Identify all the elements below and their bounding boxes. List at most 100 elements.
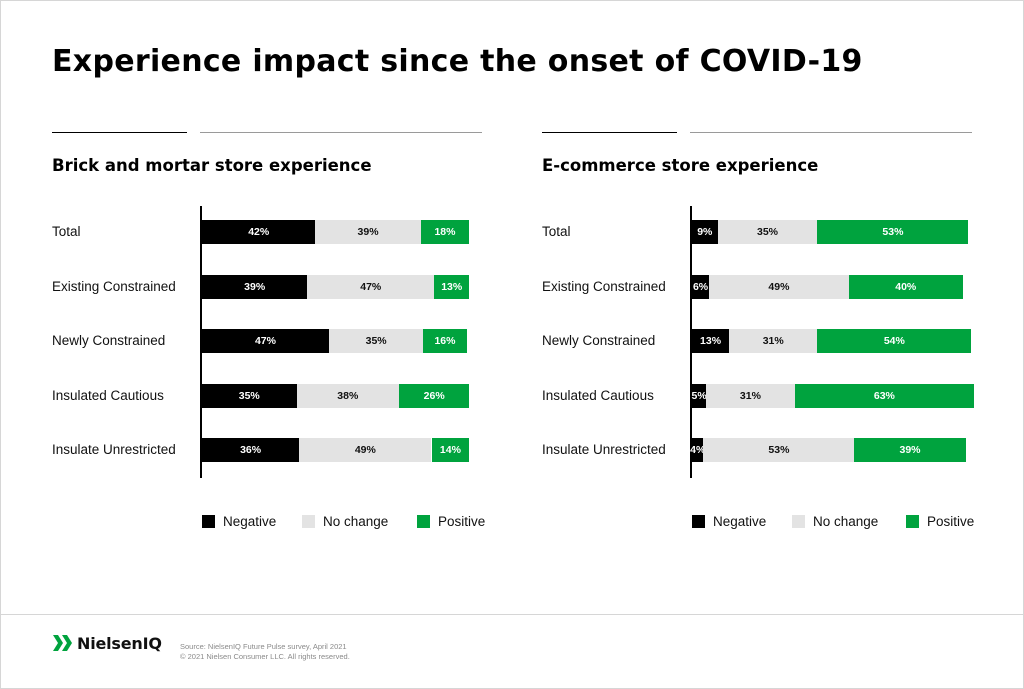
category-label-insulate-unrestricted: Insulate Unrestricted [52,442,176,457]
legend-item-negative: Negative [202,514,276,529]
data-label: 26% [423,390,445,402]
bar-no-change-insulated-cautious: 31% [706,384,795,408]
panel-right-rule-short [542,132,677,133]
logo-wordmark: NielsenIQ [77,633,162,653]
legend-item-positive: Positive [417,514,485,529]
bar-negative-newly-constrained: 47% [202,329,329,353]
panel-title-ecommerce: E-commerce store experience [542,156,819,175]
bar-no-change-insulate-unrestricted: 49% [299,438,432,462]
chart-axis-brick-mortar [200,206,202,478]
bar-no-change-existing-constrained: 49% [709,275,849,299]
bar-positive-total: 53% [817,220,969,244]
panel-left-rule-short [52,132,187,133]
data-label: 47% [360,281,382,293]
data-label: 42% [248,226,270,238]
legend-item-negative: Negative [692,514,766,529]
data-label: 39% [244,281,266,293]
data-label: 4% [690,444,706,456]
data-label: 31% [762,335,784,347]
footer-divider [1,614,1023,615]
category-label-newly-constrained: Newly Constrained [52,333,166,348]
bar-positive-newly-constrained: 54% [817,329,972,353]
data-label: 40% [895,281,917,293]
data-label: 54% [883,335,905,347]
data-label: 39% [357,226,379,238]
legend-item-no-change: No change [792,514,878,529]
category-label-insulated-cautious: Insulated Cautious [52,388,164,403]
category-label-existing-constrained: Existing Constrained [542,279,666,294]
data-label: 53% [882,226,904,238]
bar-positive-insulate-unrestricted: 14% [431,438,470,462]
data-label: 5% [691,390,707,402]
bar-positive-total: 18% [420,220,470,244]
legend-swatch-no-change [792,515,805,528]
source-note: Source: NielsenIQ Future Pulse survey, A… [180,642,350,662]
panel-left-rule-long [200,132,482,133]
page-title: Experience impact since the onset of COV… [52,44,863,79]
chart-axis-ecommerce [690,206,692,478]
data-label: 9% [697,226,713,238]
data-label: 14% [439,444,461,456]
data-label: 18% [434,226,456,238]
source-line: Source: NielsenIQ Future Pulse survey, A… [180,642,347,651]
bar-positive-newly-constrained: 16% [423,329,467,353]
legend-swatch-negative [202,515,215,528]
bar-no-change-insulated-cautious: 38% [296,384,400,408]
bar-negative-total: 42% [202,220,316,244]
data-label: 35% [365,335,387,347]
data-label: 35% [757,226,779,238]
legend-label: Positive [927,514,975,529]
bar-positive-existing-constrained: 13% [434,275,470,299]
legend-swatch-positive [906,515,919,528]
bar-no-change-insulate-unrestricted: 53% [703,438,855,462]
panel-title-brick-mortar: Brick and mortar store experience [52,156,372,175]
legend-item-no-change: No change [302,514,388,529]
data-label: 38% [337,390,359,402]
bar-no-change-newly-constrained: 31% [729,329,818,353]
data-label: 39% [899,444,921,456]
nielseniq-logo: NielsenIQ [52,633,162,653]
category-label-total: Total [542,224,571,239]
data-label: 47% [254,335,276,347]
data-label: 53% [768,444,790,456]
bar-no-change-total: 39% [315,220,421,244]
legend-label: Positive [438,514,486,529]
panel-right-rule-long [690,132,972,133]
category-label-total: Total [52,224,81,239]
bar-negative-existing-constrained: 6% [692,275,710,299]
bar-negative-insulate-unrestricted: 36% [202,438,300,462]
category-label-insulate-unrestricted: Insulate Unrestricted [542,442,666,457]
bar-positive-existing-constrained: 40% [848,275,963,299]
legend-swatch-no-change [302,515,315,528]
bar-negative-insulate-unrestricted: 4% [690,438,706,462]
legend-item-positive: Positive [906,514,974,529]
bar-negative-existing-constrained: 39% [202,275,308,299]
data-label: 31% [739,390,761,402]
data-label: 49% [768,281,790,293]
data-label: 13% [441,281,463,293]
legend-label: Negative [713,514,767,529]
category-label-existing-constrained: Existing Constrained [52,279,176,294]
data-label: 16% [434,335,456,347]
data-label: 13% [700,335,722,347]
copyright-line: © 2021 Nielsen Consumer LLC. All rights … [180,652,350,661]
category-label-newly-constrained: Newly Constrained [542,333,656,348]
legend-label: No change [323,514,389,529]
data-label: 63% [873,390,895,402]
data-label: 36% [240,444,262,456]
legend-label: No change [813,514,879,529]
bar-positive-insulated-cautious: 26% [399,384,470,408]
legend-label: Negative [223,514,277,529]
nielseniq-logo-icon [53,635,72,651]
bar-negative-newly-constrained: 13% [692,329,730,353]
data-label: 6% [692,281,709,293]
category-label-insulated-cautious: Insulated Cautious [542,388,654,403]
legend-swatch-negative [692,515,705,528]
bar-no-change-existing-constrained: 47% [307,275,435,299]
bar-negative-total: 9% [692,220,718,244]
bar-positive-insulated-cautious: 63% [794,384,975,408]
data-label: 49% [354,444,376,456]
bar-no-change-total: 35% [717,220,818,244]
bar-no-change-newly-constrained: 35% [328,329,424,353]
bar-positive-insulate-unrestricted: 39% [854,438,966,462]
